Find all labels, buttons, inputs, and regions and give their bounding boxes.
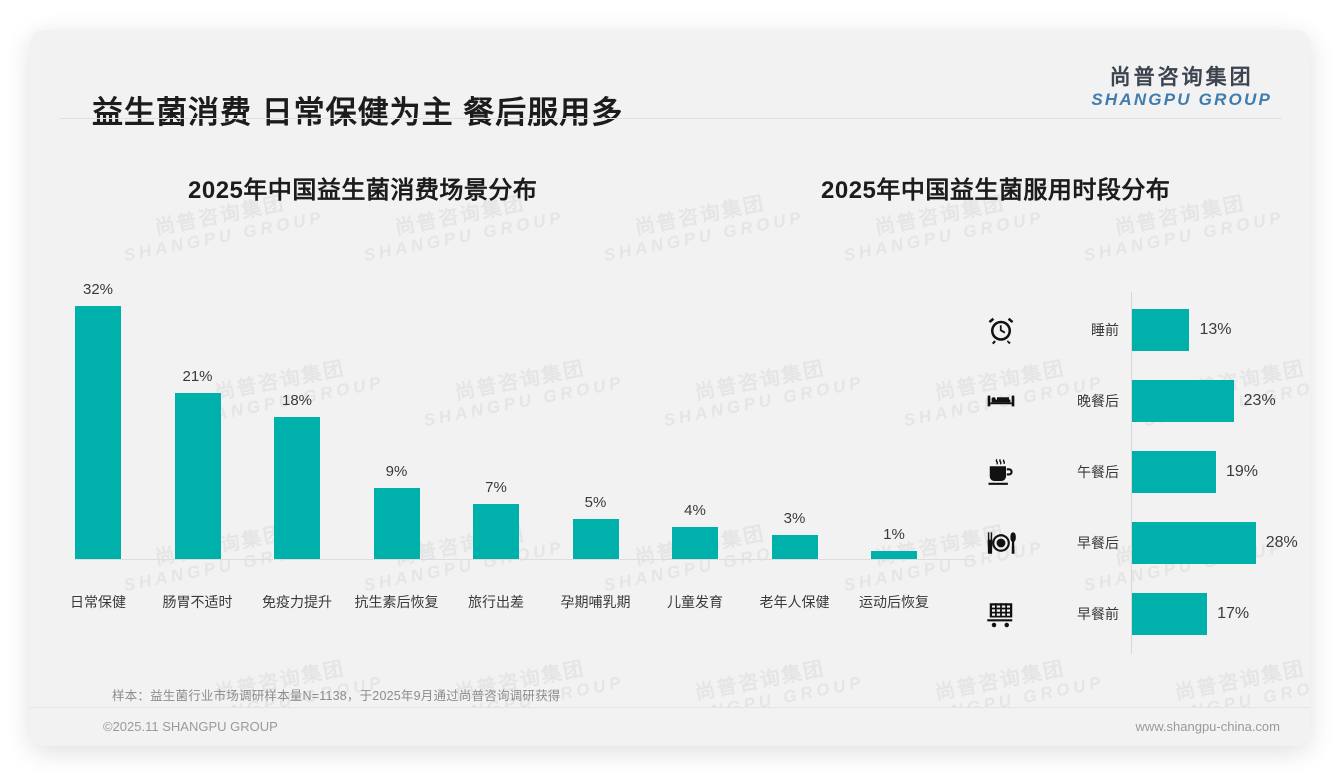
intake-time-label: 早餐前 — [1077, 606, 1119, 622]
coffee-cup-icon — [984, 455, 1018, 489]
x-axis-line — [74, 559, 974, 560]
intake-time-value: 17% — [1217, 605, 1250, 622]
intake-time-label: 晚餐后 — [1077, 393, 1119, 409]
column-bar-group: 4% — [645, 270, 745, 560]
page-title: 益生菌消费 日常保健为主 餐后服用多 — [92, 95, 624, 130]
website-link[interactable]: www.shangpu-china.com — [1135, 719, 1280, 734]
column-axis-label: 运动后恢复 — [859, 594, 929, 610]
intake-time-row: 午餐后 19% — [970, 444, 1290, 500]
column-bar-value: 7% — [485, 478, 507, 496]
column-bar-group: 32% — [48, 270, 148, 560]
column-axis-label: 旅行出差 — [468, 594, 524, 610]
intake-time-row: 早餐前 17% — [970, 586, 1290, 642]
column-bar-value: 5% — [584, 494, 607, 512]
column-bar-group: 1% — [844, 270, 944, 560]
intake-time-bar[interactable] — [1132, 451, 1216, 493]
header: 益生菌消费 日常保健为主 餐后服用多 尚普咨询集团 SHANGPU GROUP — [30, 30, 1310, 130]
intake-time-row: 晚餐后 23% — [970, 373, 1290, 429]
column-bar-value: 1% — [883, 526, 905, 544]
intake-time-bar[interactable] — [1132, 522, 1256, 564]
brand-logo: 尚普咨询集团 SHANGPU GROUP — [1091, 66, 1272, 111]
intake-time-bar[interactable] — [1132, 309, 1190, 351]
bed-icon — [984, 384, 1018, 418]
column-bar[interactable] — [672, 527, 718, 559]
logo-english-text: SHANGPU GROUP — [1091, 90, 1272, 110]
column-bar-group: 9% — [347, 270, 447, 560]
column-axis-label: 孕期哺乳期 — [560, 594, 631, 610]
shopping-cart-icon — [984, 597, 1018, 631]
intake-time-chart: 睡前 13% 晚餐后 23% 午餐后 19% 早餐后 28% 早餐前 17% — [970, 292, 1298, 654]
column-bar-value: 18% — [281, 391, 313, 409]
column-bar-value: 32% — [82, 281, 114, 298]
intake-time-label: 早餐后 — [1077, 535, 1119, 551]
column-bar[interactable] — [473, 503, 519, 559]
column-bar[interactable] — [771, 535, 818, 559]
column-axis-label: 日常保健 — [70, 594, 126, 610]
footer: ©2025.11 SHANGPU GROUP www.shangpu-china… — [30, 707, 1310, 746]
column-axis-label: 免疫力提升 — [262, 594, 332, 610]
column-bar-value: 4% — [684, 502, 706, 520]
copyright-text: ©2025.11 SHANGPU GROUP — [103, 719, 278, 734]
header-divider — [60, 118, 1282, 119]
intake-time-label: 午餐后 — [1077, 464, 1119, 480]
column-bar-group: 7% — [446, 270, 546, 560]
intake-time-value: 19% — [1225, 463, 1258, 480]
column-bar-group: 21% — [148, 270, 248, 560]
intake-time-bar[interactable] — [1132, 380, 1234, 422]
logo-chinese-text: 尚普咨询集团 — [1109, 66, 1254, 89]
column-axis-label: 抗生素后恢复 — [354, 594, 439, 610]
consumption-scenario-chart: 32% 21% 18% 9% 7% 5% 4% 3% 1% — [74, 270, 974, 560]
left-chart-title: 2025年中国益生菌消费场景分布 — [188, 177, 538, 204]
column-axis-label: 老年人保健 — [759, 594, 830, 610]
right-chart-title: 2025年中国益生菌服用时段分布 — [821, 177, 1171, 204]
sample-note: 样本：益生菌行业市场调研样本量N=1138，于2025年9月通过尚普咨询调研获得 — [112, 689, 561, 703]
column-bar[interactable] — [174, 392, 221, 559]
alarm-clock-icon — [984, 313, 1018, 347]
column-bar-group: 18% — [247, 270, 347, 560]
column-axis-label: 肠胃不适时 — [162, 594, 233, 610]
column-bar-group: 3% — [745, 270, 845, 560]
column-bar[interactable] — [75, 306, 121, 559]
intake-time-row: 睡前 13% — [970, 302, 1290, 358]
column-axis-label: 儿童发育 — [667, 594, 723, 610]
column-bar-value: 9% — [385, 462, 408, 480]
column-bar[interactable] — [373, 487, 420, 559]
column-bar-value: 21% — [182, 367, 213, 385]
intake-time-value: 28% — [1265, 534, 1298, 551]
intake-time-value: 23% — [1243, 392, 1276, 409]
intake-time-value: 13% — [1199, 321, 1232, 338]
plate-cutlery-icon — [984, 526, 1018, 560]
infographic-card: 尚普咨询集团 SHANGPU GROUP 尚普咨询集团 SHANGPU GROUP 尚普… — [30, 30, 1310, 746]
column-bar[interactable] — [274, 416, 320, 559]
intake-time-bar[interactable] — [1132, 593, 1208, 635]
intake-time-label: 睡前 — [1091, 322, 1119, 338]
consumption-scenario-axis-labels: 日常保健 肠胃不适时 免疫力提升 抗生素后恢复 旅行出差 孕期哺乳期 儿童发育 老年人保健 运动… — [70, 592, 974, 616]
column-bar[interactable] — [871, 551, 917, 559]
column-bar-value: 3% — [783, 510, 806, 528]
y-axis-line — [1131, 292, 1132, 654]
column-bar[interactable] — [572, 519, 619, 559]
column-bar-group: 5% — [546, 270, 646, 560]
intake-time-row: 早餐后 28% — [970, 515, 1298, 571]
